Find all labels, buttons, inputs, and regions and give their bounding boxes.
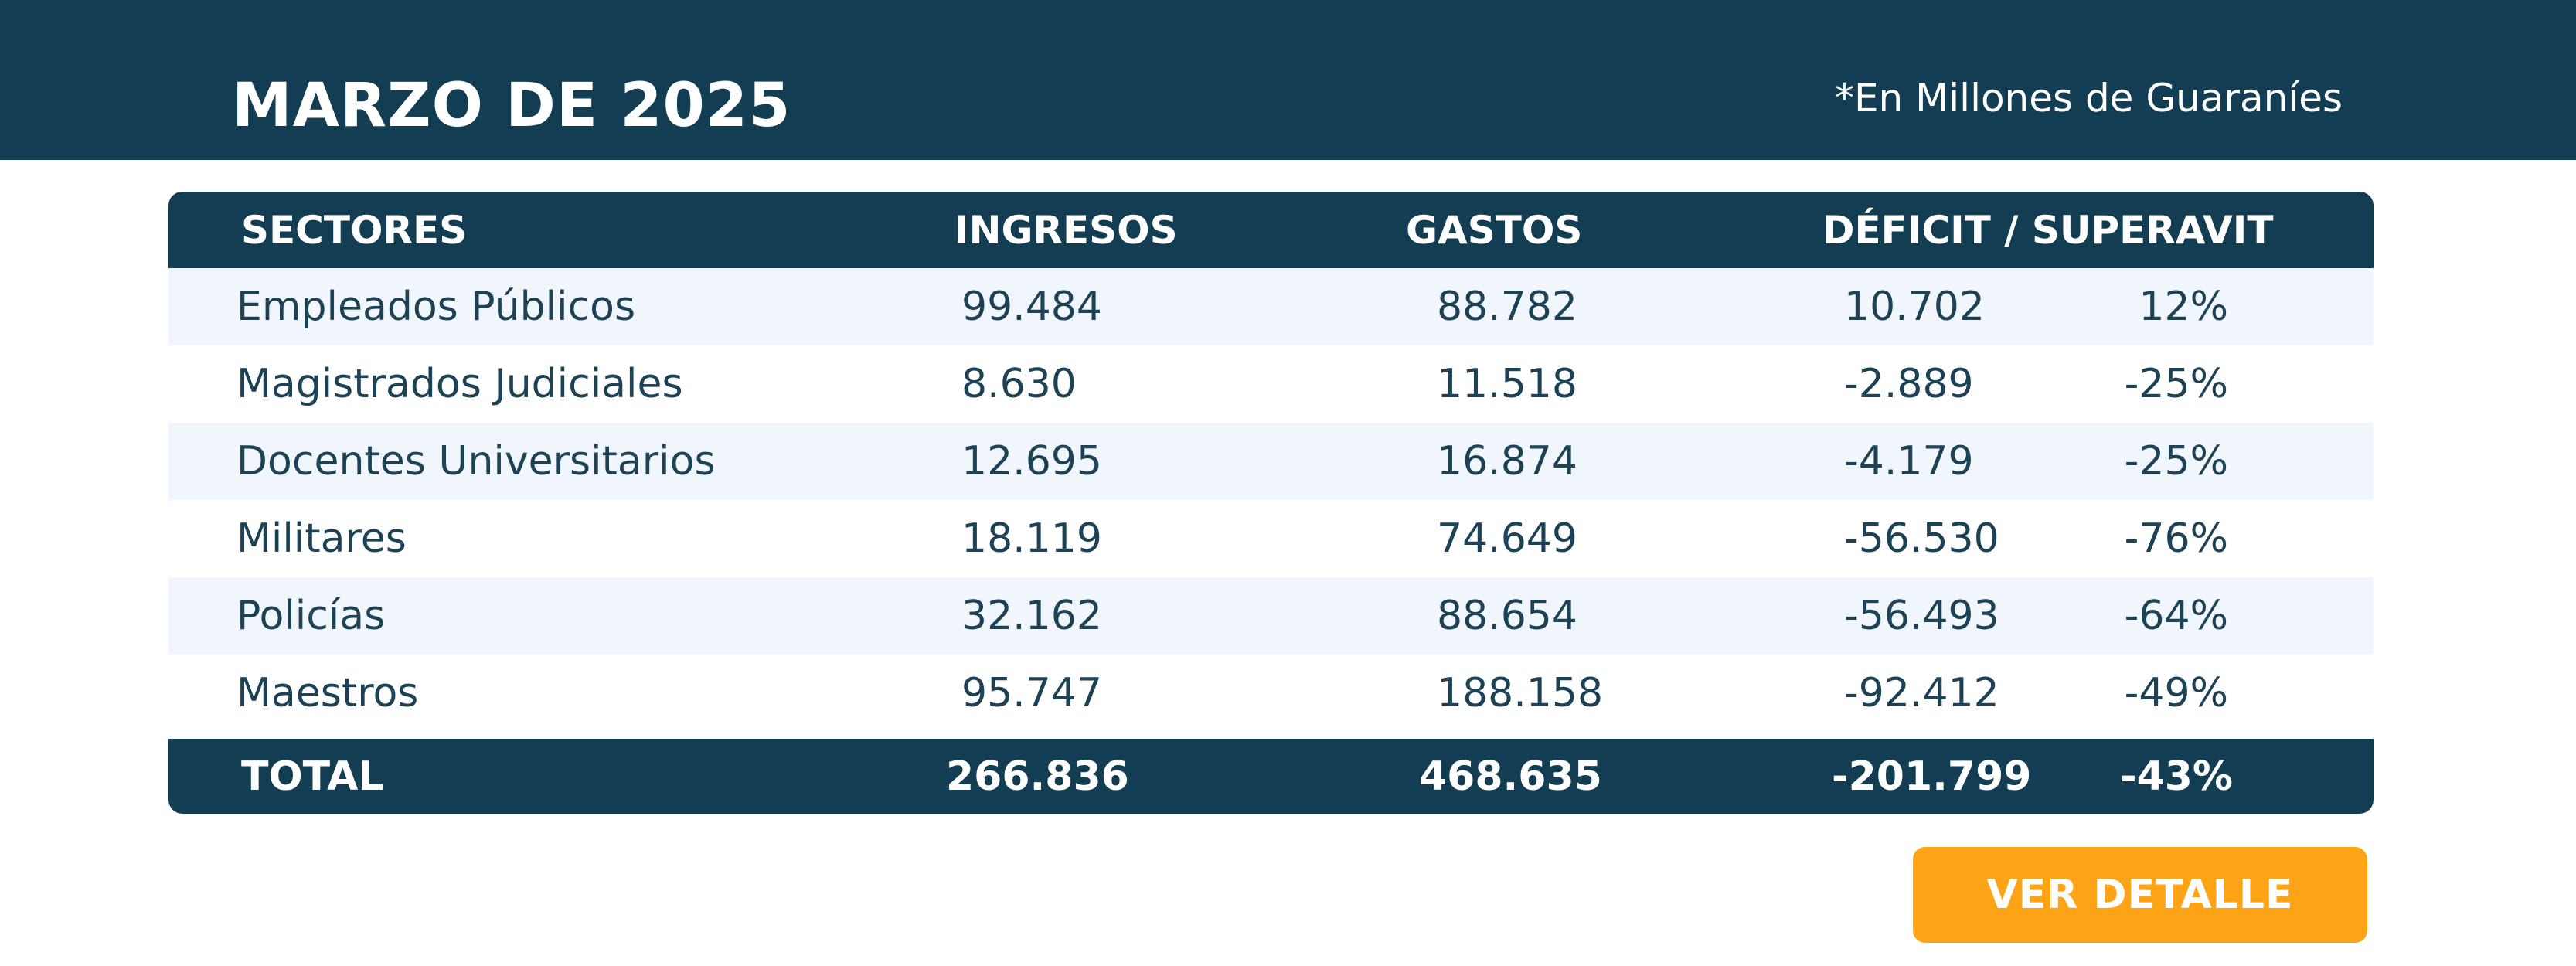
table-header-row: SECTORES INGRESOS GASTOS DÉFICIT / SUPER… bbox=[168, 192, 2374, 268]
table-row: Magistrados Judiciales 8.630 11.518 -2.8… bbox=[168, 345, 2374, 423]
cell-ingresos: 8.630 bbox=[961, 361, 1077, 407]
cell-deficit: -2.889 bbox=[1844, 361, 1974, 407]
total-gastos: 468.635 bbox=[1419, 753, 1602, 800]
cell-percent: -64% bbox=[2124, 593, 2228, 639]
cell-sector: Policías bbox=[237, 593, 386, 639]
cell-deficit: -56.493 bbox=[1844, 593, 1999, 639]
table-total-row: TOTAL 266.836 468.635 -201.799 -43% bbox=[168, 739, 2374, 814]
cell-deficit: -92.412 bbox=[1844, 670, 1999, 716]
header-band: MARZO DE 2025 *En Millones de Guaraníes bbox=[0, 0, 2576, 160]
cell-gastos: 74.649 bbox=[1437, 515, 1577, 562]
total-ingresos: 266.836 bbox=[946, 753, 1129, 800]
cell-gastos: 16.874 bbox=[1437, 438, 1577, 485]
header-gastos: GASTOS bbox=[1406, 207, 1583, 253]
cell-ingresos: 12.695 bbox=[961, 438, 1102, 485]
cell-ingresos: 32.162 bbox=[961, 593, 1102, 639]
cell-sector: Maestros bbox=[237, 670, 419, 716]
table-row: Empleados Públicos 99.484 88.782 10.702 … bbox=[168, 268, 2374, 345]
header-deficit-superavit: DÉFICIT / SUPERAVIT bbox=[1822, 207, 2274, 253]
table-row: Maestros 95.747 188.158 -92.412 -49% bbox=[168, 655, 2374, 732]
cell-ingresos: 95.747 bbox=[961, 670, 1102, 716]
cell-gastos: 188.158 bbox=[1437, 670, 1604, 716]
cell-ingresos: 18.119 bbox=[961, 515, 1102, 562]
cell-gastos: 88.782 bbox=[1437, 284, 1577, 330]
cell-deficit: 10.702 bbox=[1844, 284, 1985, 330]
cell-percent: -25% bbox=[2124, 438, 2228, 485]
table-row: Policías 32.162 88.654 -56.493 -64% bbox=[168, 577, 2374, 655]
cell-percent: 12% bbox=[2139, 284, 2228, 330]
header-ingresos: INGRESOS bbox=[955, 207, 1178, 253]
ver-detalle-button[interactable]: VER DETALLE bbox=[1913, 847, 2367, 943]
total-deficit: -201.799 bbox=[1832, 753, 2032, 800]
page-title: MARZO DE 2025 bbox=[232, 71, 791, 141]
cell-sector: Magistrados Judiciales bbox=[237, 361, 683, 407]
cell-percent: -25% bbox=[2124, 361, 2228, 407]
cell-gastos: 11.518 bbox=[1437, 361, 1577, 407]
cell-percent: -76% bbox=[2124, 515, 2228, 562]
total-label: TOTAL bbox=[241, 753, 384, 800]
cell-gastos: 88.654 bbox=[1437, 593, 1577, 639]
table-row: Militares 18.119 74.649 -56.530 -76% bbox=[168, 500, 2374, 577]
cell-sector: Docentes Universitarios bbox=[237, 438, 716, 485]
total-percent: -43% bbox=[2119, 753, 2233, 800]
cell-percent: -49% bbox=[2124, 670, 2228, 716]
cell-sector: Militares bbox=[237, 515, 407, 562]
unit-note: *En Millones de Guaraníes bbox=[1834, 76, 2343, 121]
table-row: Docentes Universitarios 12.695 16.874 -4… bbox=[168, 423, 2374, 500]
cell-deficit: -56.530 bbox=[1844, 515, 1999, 562]
header-sectores: SECTORES bbox=[241, 207, 468, 253]
cell-ingresos: 99.484 bbox=[961, 284, 1102, 330]
cell-sector: Empleados Públicos bbox=[237, 284, 636, 330]
fiscal-table: SECTORES INGRESOS GASTOS DÉFICIT / SUPER… bbox=[168, 192, 2374, 814]
cell-deficit: -4.179 bbox=[1844, 438, 1974, 485]
